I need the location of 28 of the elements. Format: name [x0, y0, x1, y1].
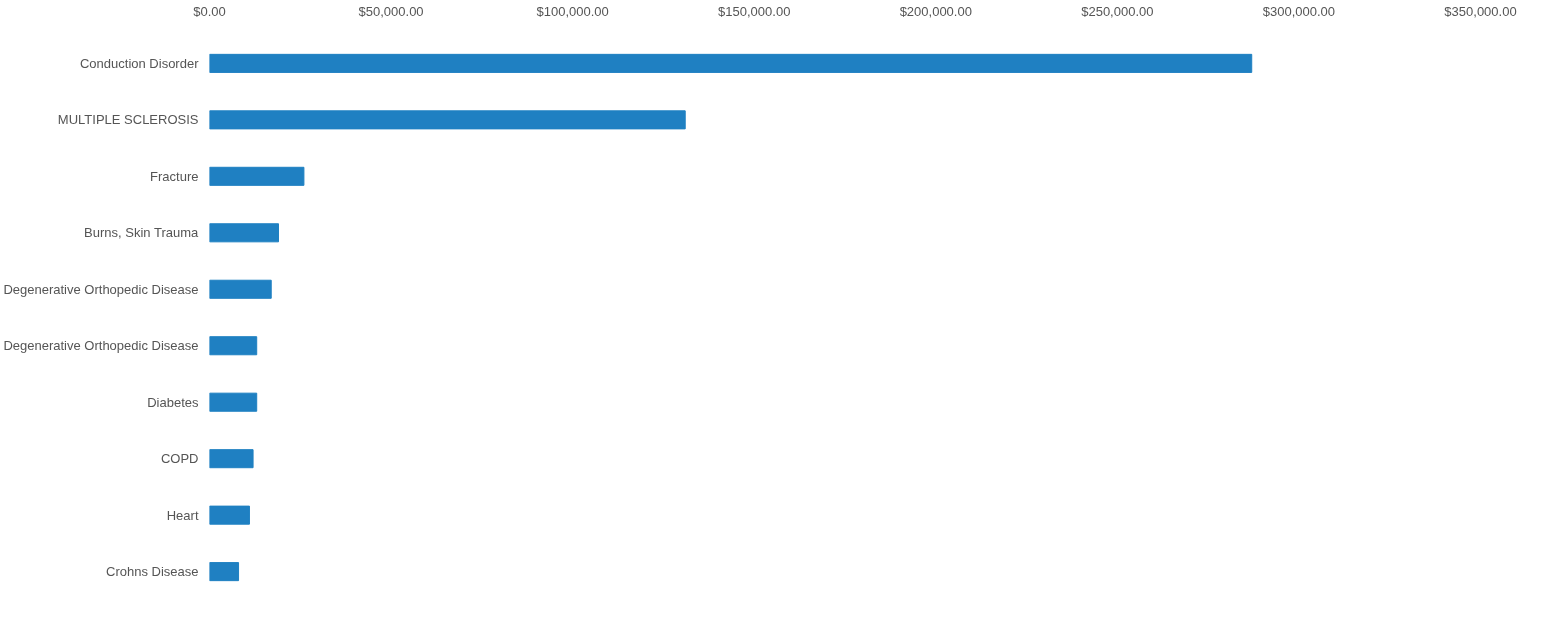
y-tick-label: COPD: [160, 451, 199, 467]
bar: [209, 279, 272, 299]
x-tick-label: $150,000.00: [718, 3, 791, 19]
bar: [209, 53, 1253, 73]
y-tick-label: Degenerative Orthopedic Disease: [3, 281, 199, 297]
y-tick-label: Diabetes: [147, 394, 199, 410]
y-tick-label: Crohns Disease: [106, 564, 199, 580]
bar: [209, 110, 686, 130]
bar: [209, 166, 305, 186]
bar: [209, 562, 240, 582]
bar: [209, 336, 258, 356]
bar: [209, 505, 250, 525]
y-tick-label: Fracture: [150, 168, 199, 184]
y-tick-label: Conduction Disorder: [80, 55, 200, 71]
x-tick-label: $350,000.00: [1444, 3, 1517, 19]
bar: [209, 449, 254, 469]
x-tick-label: $200,000.00: [899, 3, 972, 19]
x-tick-label: $100,000.00: [536, 3, 609, 19]
x-tick-label: $0.00: [193, 3, 226, 19]
y-tick-label: MULTIPLE SCLEROSIS: [57, 112, 199, 128]
x-tick-label: $300,000.00: [1262, 3, 1336, 19]
y-tick-label: Burns, Skin Trauma: [84, 225, 200, 241]
bar: [209, 392, 258, 412]
x-tick-label: $50,000.00: [358, 3, 424, 19]
x-tick-label: $250,000.00: [1081, 3, 1154, 19]
bar: [209, 223, 279, 243]
y-tick-label: Degenerative Orthopedic Disease: [3, 338, 199, 354]
y-tick-label: Heart: [166, 507, 199, 523]
